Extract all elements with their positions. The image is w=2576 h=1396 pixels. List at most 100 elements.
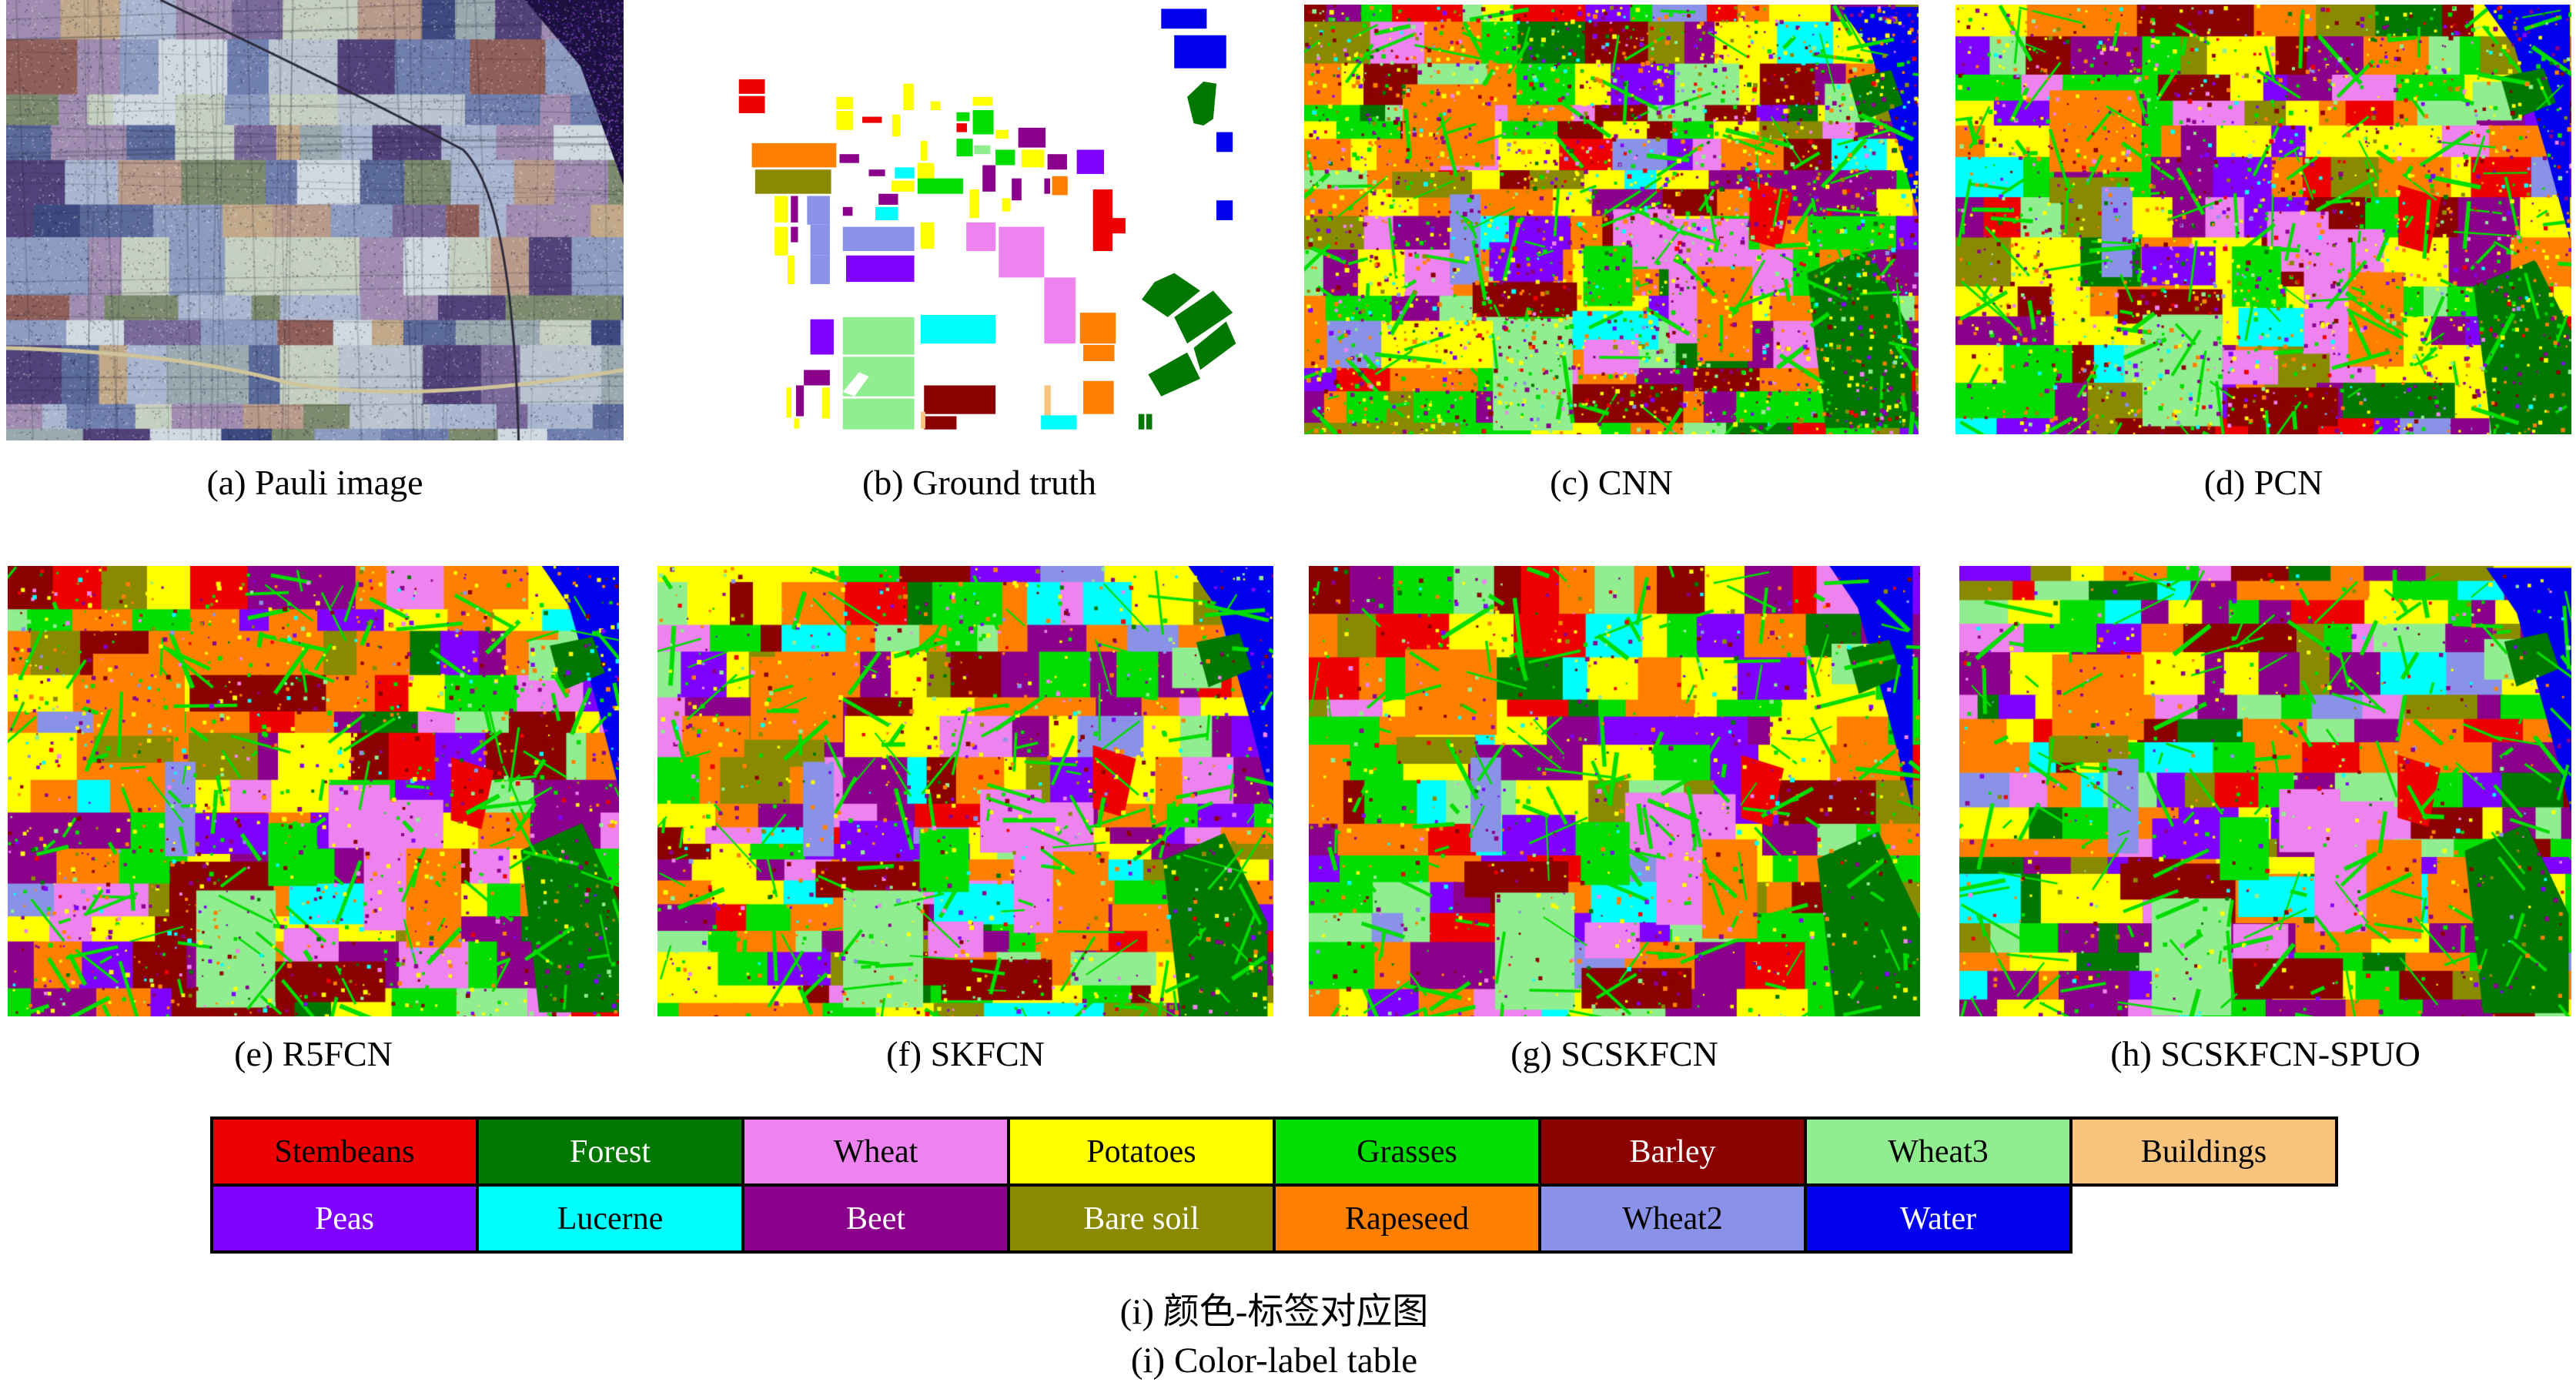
ground-truth-field bbox=[892, 180, 915, 192]
legend-label-peas: Peas bbox=[315, 1200, 374, 1237]
ground-truth-field bbox=[842, 372, 869, 397]
ground-truth-field bbox=[972, 96, 992, 106]
ground-truth-field bbox=[924, 416, 957, 430]
ground-truth-field bbox=[821, 387, 830, 419]
ground-truth-field bbox=[999, 226, 1045, 278]
panel-scskfcn-spuo bbox=[1959, 566, 2571, 1016]
color-label-table: Stembeans Forest Wheat Potatoes Grasses Barle… bbox=[210, 1116, 2338, 1254]
ground-truth-field bbox=[921, 141, 928, 161]
legend-cell-water: Water bbox=[1804, 1183, 2073, 1254]
panel-r5fcn bbox=[8, 566, 619, 1016]
ground-truth-field bbox=[804, 370, 830, 386]
legend-cell-peas: Peas bbox=[210, 1183, 479, 1254]
caption-legend-en: (i) Color-label table bbox=[1130, 1341, 1418, 1381]
ground-truth-field bbox=[1021, 149, 1045, 168]
caption-legend-zh: (i) 颜色-标签对应图 bbox=[1119, 1292, 1429, 1332]
ground-truth-field bbox=[917, 178, 963, 194]
ground-truth-field bbox=[921, 222, 934, 249]
legend-label-lucerne: Lucerne bbox=[557, 1200, 664, 1237]
ground-truth-field bbox=[875, 206, 898, 220]
ground-truth-field bbox=[1052, 176, 1068, 196]
caption-scskfcn-spuo: (h) SCSKFCN-SPUO bbox=[2110, 1034, 2420, 1073]
ground-truth-field bbox=[1012, 178, 1022, 201]
ground-truth-field bbox=[842, 316, 915, 355]
panel-cnn bbox=[1304, 5, 1919, 434]
ground-truth-field bbox=[810, 255, 830, 284]
ground-truth-field bbox=[1083, 380, 1114, 414]
ground-truth-field bbox=[930, 101, 941, 110]
panel-ground-truth bbox=[654, 0, 1304, 440]
caption-skfcn: (f) SKFCN bbox=[886, 1034, 1045, 1073]
ground-truth-field bbox=[836, 96, 854, 109]
ground-truth-field bbox=[791, 226, 798, 243]
legend-cell-barley: Barley bbox=[1538, 1116, 1807, 1187]
ground-truth-field bbox=[917, 162, 934, 181]
ground-truth-field bbox=[810, 224, 830, 256]
panel-pauli-image bbox=[6, 0, 624, 440]
caption-cnn: (c) CNN bbox=[1550, 463, 1673, 502]
panel-skfcn bbox=[657, 566, 1273, 1016]
legend-cell-wheat2: Wheat2 bbox=[1538, 1183, 1807, 1254]
legend-cell-wheat3: Wheat3 bbox=[1804, 1116, 2073, 1187]
legend-cell-stembeans: Stembeans bbox=[210, 1116, 479, 1187]
panel-scskfcn bbox=[1309, 566, 1920, 1016]
legend-label-beet: Beet bbox=[846, 1200, 905, 1237]
ground-truth-field bbox=[956, 112, 970, 122]
ground-truth-field bbox=[974, 145, 991, 155]
ground-truth-field bbox=[1146, 413, 1153, 430]
ground-truth-field bbox=[842, 226, 915, 252]
ground-truth-field bbox=[738, 95, 765, 114]
ground-truth-field bbox=[969, 189, 979, 219]
ground-truth-field bbox=[995, 149, 1015, 166]
ground-truth-field bbox=[1044, 277, 1076, 344]
ground-truth-field bbox=[1216, 132, 1233, 152]
ground-truth-field bbox=[1018, 127, 1046, 148]
ground-truth-field bbox=[842, 206, 853, 216]
legend-label-water: Water bbox=[1899, 1200, 1977, 1237]
ground-truth-field bbox=[1041, 415, 1077, 430]
ground-truth-field bbox=[751, 142, 837, 168]
ground-truth-field bbox=[924, 385, 996, 414]
ground-truth-field bbox=[862, 116, 882, 123]
legend-cell-potatoes: Potatoes bbox=[1007, 1116, 1276, 1187]
ground-truth-field bbox=[774, 196, 788, 223]
legend-label-wheat: Wheat bbox=[833, 1133, 918, 1170]
caption-r5fcn: (e) R5FCN bbox=[234, 1034, 393, 1073]
legend-label-barley: Barley bbox=[1629, 1133, 1716, 1170]
pauli-image bbox=[6, 0, 624, 440]
ground-truth-field bbox=[868, 169, 885, 176]
ground-truth-field bbox=[895, 167, 915, 179]
ground-truth-field bbox=[921, 411, 925, 429]
ground-truth-field bbox=[795, 385, 805, 417]
ground-truth-field bbox=[995, 129, 1009, 139]
ground-truth-field bbox=[1148, 352, 1200, 397]
legend-cell-bare_soil: Bare soil bbox=[1007, 1183, 1276, 1254]
ground-truth-field bbox=[1187, 81, 1217, 126]
ground-truth-map bbox=[654, 0, 1304, 440]
legend-cell-lucerne: Lucerne bbox=[476, 1183, 744, 1254]
ground-truth-field bbox=[807, 196, 830, 225]
ground-truth-field bbox=[810, 319, 834, 355]
ground-truth-field bbox=[788, 255, 795, 284]
ground-truth-field bbox=[878, 193, 898, 205]
ground-truth-field bbox=[1174, 290, 1233, 344]
ground-truth-field bbox=[786, 387, 792, 418]
ground-truth-field bbox=[956, 139, 973, 157]
caption-pauli-image: (a) Pauli image bbox=[206, 463, 423, 502]
skfcn-classification-map bbox=[657, 566, 1273, 1016]
ground-truth-field bbox=[839, 154, 859, 163]
ground-truth-field bbox=[972, 110, 994, 135]
ground-truth-field bbox=[791, 196, 798, 223]
ground-truth-field bbox=[794, 418, 800, 429]
ground-truth-field bbox=[1002, 198, 1011, 212]
legend-label-bare_soil: Bare soil bbox=[1083, 1200, 1199, 1237]
ground-truth-field bbox=[1083, 344, 1115, 362]
caption-scskfcn: (g) SCSKFCN bbox=[1510, 1034, 1718, 1073]
ground-truth-field bbox=[1044, 178, 1050, 194]
legend-label-potatoes: Potatoes bbox=[1086, 1133, 1196, 1170]
ground-truth-field bbox=[1161, 8, 1207, 29]
legend-label-grasses: Grasses bbox=[1357, 1133, 1457, 1170]
legend-label-forest: Forest bbox=[570, 1133, 651, 1170]
ground-truth-field bbox=[956, 123, 967, 132]
